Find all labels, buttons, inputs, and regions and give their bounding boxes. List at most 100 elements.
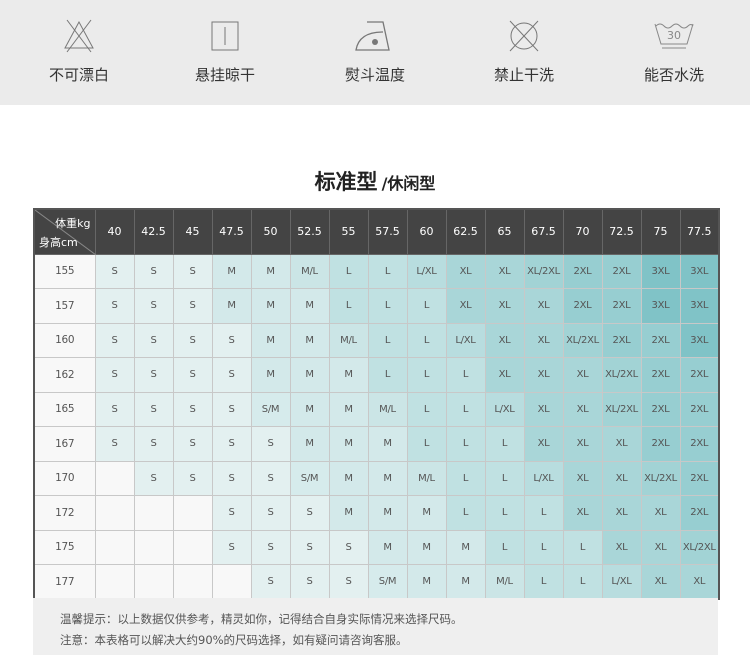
table-row: 167 S S S S S M M M L L L XL XL XL 2XL 2XL <box>33 426 720 462</box>
size-cell: 3XL <box>679 253 720 289</box>
size-cell: XL <box>484 288 525 324</box>
size-cell: XL <box>679 564 720 600</box>
weight-header: 62.5 <box>445 208 486 255</box>
size-cell: S <box>94 322 135 358</box>
size-cell: 2XL <box>679 357 720 393</box>
size-cell: S <box>133 391 174 427</box>
size-cell: M <box>211 288 252 324</box>
size-cell: L <box>523 529 564 565</box>
size-cell: M <box>328 391 369 427</box>
weight-header: 55 <box>328 208 369 255</box>
table-row: 162 S S S S M M M L L L XL XL XL XL/2XL 2XL 2XL <box>33 357 720 393</box>
height-cell: 160 <box>33 322 96 358</box>
size-cell: S <box>172 288 213 324</box>
size-cell: M <box>250 253 291 289</box>
empty-cell <box>172 529 213 565</box>
size-cell: S <box>211 460 252 496</box>
size-cell: S <box>289 529 330 565</box>
size-cell: XL <box>562 426 603 462</box>
size-cell: XL <box>523 288 564 324</box>
size-cell: 2XL <box>601 253 642 289</box>
height-cell: 165 <box>33 391 96 427</box>
height-cell: 170 <box>33 460 96 496</box>
size-cell: 2XL <box>562 253 603 289</box>
size-cell: S <box>172 460 213 496</box>
size-cell: XL/2XL <box>679 529 720 565</box>
weight-header: 47.5 <box>211 208 252 255</box>
size-cell: XL <box>562 357 603 393</box>
size-cell: S <box>211 495 252 531</box>
size-cell: L <box>484 529 525 565</box>
size-cell: XL <box>562 495 603 531</box>
size-cell: M <box>367 529 408 565</box>
weight-header: 57.5 <box>367 208 408 255</box>
size-cell: XL <box>601 460 642 496</box>
size-cell: 2XL <box>679 460 720 496</box>
size-cell: L <box>445 391 486 427</box>
size-cell: M <box>406 495 447 531</box>
size-cell: XL <box>640 564 681 600</box>
size-cell: XL <box>523 426 564 462</box>
size-cell: XL <box>601 426 642 462</box>
weight-header: 40 <box>94 208 135 255</box>
size-cell: S <box>94 288 135 324</box>
size-cell: 3XL <box>640 253 681 289</box>
care-item-no-bleach: 不可漂白 <box>19 18 139 85</box>
size-cell: L <box>484 495 525 531</box>
size-cell: M <box>328 495 369 531</box>
size-cell: XL <box>484 253 525 289</box>
weight-header: 50 <box>250 208 291 255</box>
size-cell: L <box>523 495 564 531</box>
weight-header: 70 <box>562 208 603 255</box>
size-cell: S <box>211 391 252 427</box>
size-cell: L <box>328 253 369 289</box>
size-cell: S <box>133 357 174 393</box>
size-cell: M/L <box>406 460 447 496</box>
size-cell: XL <box>562 460 603 496</box>
height-cell: 162 <box>33 357 96 393</box>
svg-text:30: 30 <box>667 29 681 42</box>
size-cell: S <box>211 357 252 393</box>
no-dry-clean-icon <box>509 20 539 52</box>
size-cell: XL <box>445 288 486 324</box>
size-cell: M <box>211 253 252 289</box>
size-cell: M <box>328 460 369 496</box>
empty-cell <box>133 529 174 565</box>
size-cell: M <box>328 357 369 393</box>
iron-icon <box>355 21 390 51</box>
size-cell: S <box>289 495 330 531</box>
care-item-iron: 熨斗温度 <box>315 18 435 85</box>
weight-header: 45 <box>172 208 213 255</box>
size-cell: M <box>367 460 408 496</box>
size-cell: L <box>406 426 447 462</box>
size-cell: S <box>133 288 174 324</box>
size-cell: M/L <box>289 253 330 289</box>
size-cell: S <box>211 529 252 565</box>
size-cell: S <box>328 564 369 600</box>
care-label: 不可漂白 <box>48 66 109 84</box>
size-cell: 3XL <box>679 288 720 324</box>
header-row: 体重kg 身高cm 40 42.5 45 47.5 50 52.5 55 57.5 60 62.5… <box>33 208 720 255</box>
size-cell: M <box>445 564 486 600</box>
size-cell: S <box>94 357 135 393</box>
size-cell: XL <box>601 529 642 565</box>
size-cell: L <box>445 460 486 496</box>
height-cell: 155 <box>33 253 96 289</box>
care-item-hang-dry: 悬挂晾干 <box>165 18 285 85</box>
size-cell: S/M <box>367 564 408 600</box>
size-cell: S <box>328 529 369 565</box>
empty-cell <box>94 564 135 600</box>
size-cell: 2XL <box>679 391 720 427</box>
height-cell: 167 <box>33 426 96 462</box>
size-cell: XL/2XL <box>640 460 681 496</box>
weight-header: 65 <box>484 208 525 255</box>
size-cell: S <box>172 322 213 358</box>
size-cell: S/M <box>289 460 330 496</box>
weight-header: 60 <box>406 208 447 255</box>
size-cell: S <box>250 460 291 496</box>
size-cell: 2XL <box>601 288 642 324</box>
size-cell: XL <box>640 495 681 531</box>
size-cell: S <box>94 253 135 289</box>
size-cell: M <box>328 426 369 462</box>
size-chart-table: 体重kg 身高cm 40 42.5 45 47.5 50 52.5 55 57.5 60 62.5… <box>33 208 720 600</box>
